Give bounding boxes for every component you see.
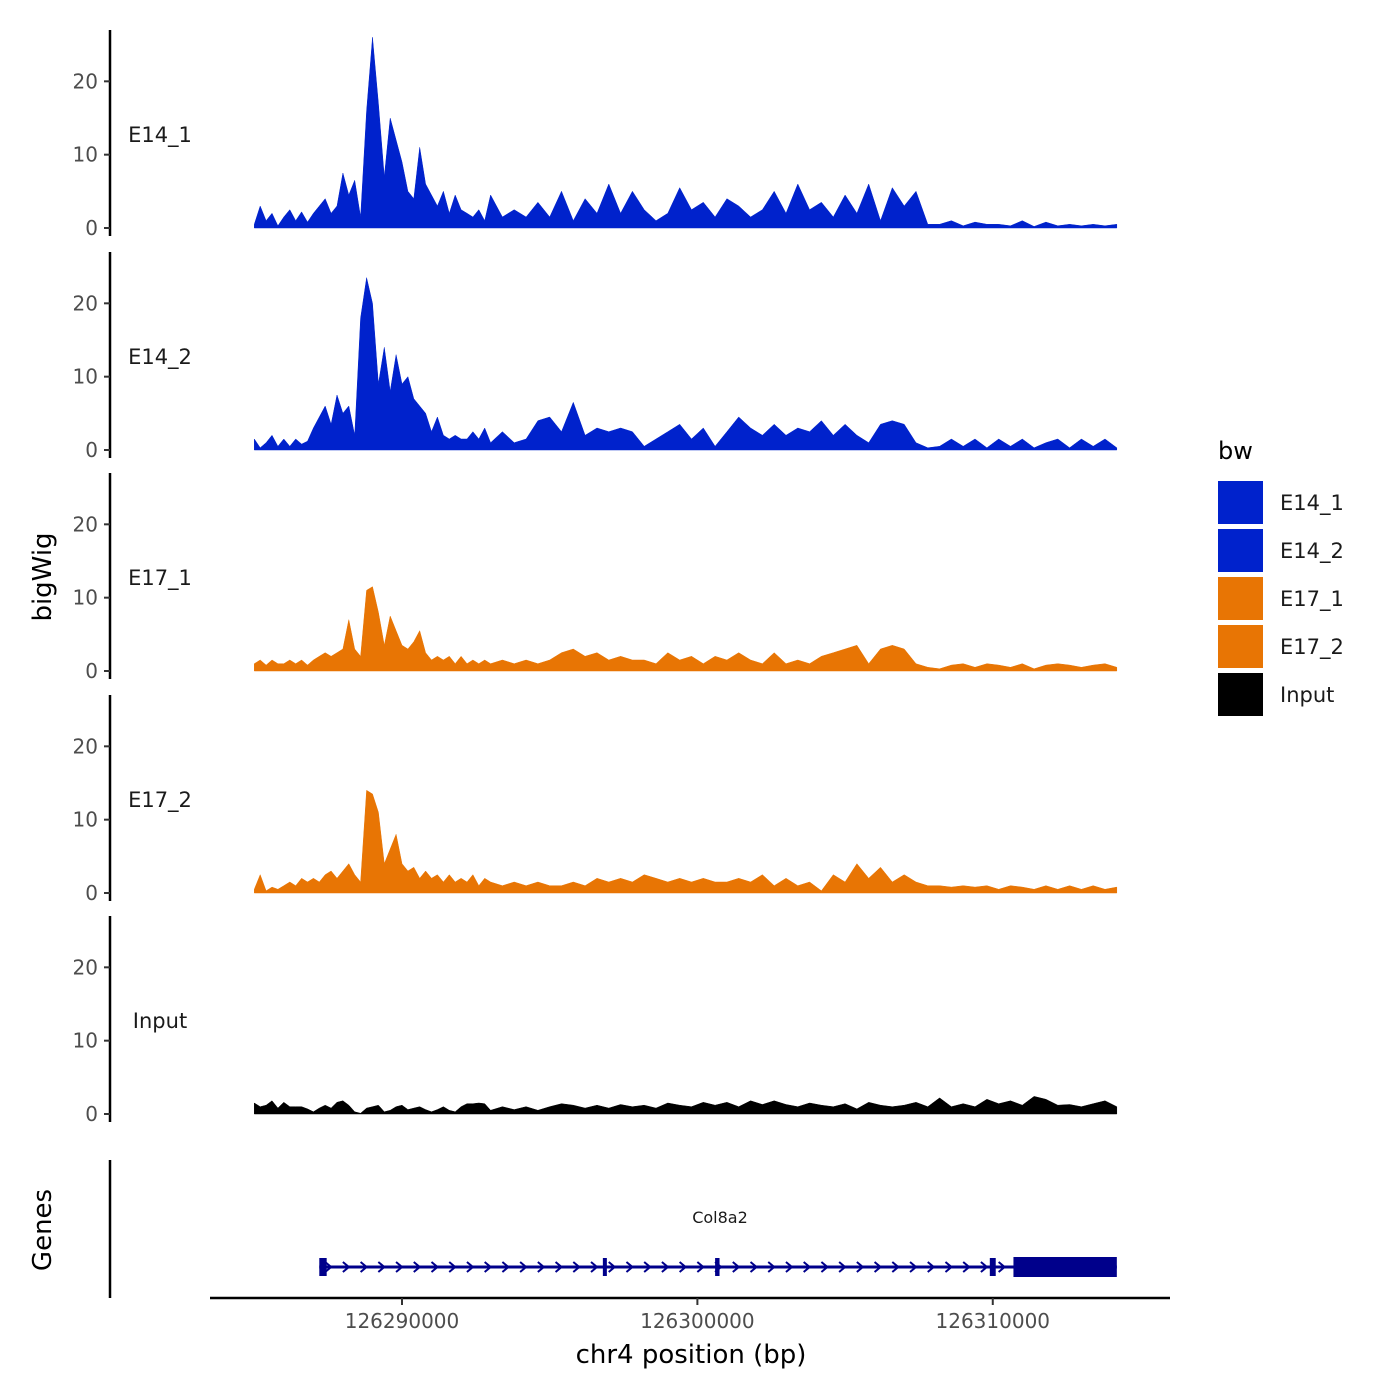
track-label: Input: [133, 1009, 187, 1033]
strand-arrow: [838, 1261, 847, 1273]
strand-arrow: [501, 1261, 510, 1273]
legend-key-Input: [1218, 673, 1263, 716]
strand-arrow: [732, 1261, 741, 1273]
gene-exon-block: [989, 1258, 996, 1276]
strand-arrow: [678, 1261, 688, 1273]
x-tick-label: 126290000: [345, 1309, 460, 1333]
track-E17_2: 0 10 20 E17_2: [73, 695, 1118, 905]
strand-arrow: [324, 1261, 333, 1273]
y-tick-label: 20: [73, 291, 98, 315]
strand-arrow: [980, 1261, 989, 1273]
strand-arrow: [448, 1261, 457, 1273]
genes-axis-title: Genes: [28, 1189, 58, 1271]
x-axis: 126290000 126300000 126310000: [210, 1296, 1170, 1333]
track-label: E14_1: [128, 123, 192, 148]
strand-arrow: [359, 1261, 369, 1273]
strand-arrow: [342, 1261, 351, 1273]
legend-label: E17_2: [1280, 635, 1344, 660]
track-label: E17_1: [128, 566, 192, 591]
y-tick-label: 20: [73, 955, 98, 979]
strand-arrow: [395, 1261, 404, 1273]
gene-name-label: Col8a2: [692, 1208, 748, 1227]
y-tick-label: 0: [85, 659, 98, 683]
strand-arrow: [803, 1261, 812, 1273]
strand-arrow: [643, 1261, 652, 1273]
strand-arrow: [820, 1261, 829, 1273]
track-Input: 0 10 20 Input: [73, 916, 1118, 1126]
y-tick-label: 0: [85, 1102, 98, 1126]
strand-arrow: [590, 1261, 599, 1273]
strand-arrow: [944, 1261, 954, 1273]
gene-exon-block: [602, 1258, 607, 1276]
y-tick-label: 10: [73, 586, 98, 610]
strand-arrow: [537, 1261, 546, 1273]
x-tick-label: 126300000: [640, 1309, 755, 1333]
track-E14_2: 0 10 20 E14_2: [73, 252, 1118, 462]
area-E17_2: [254, 789, 1118, 894]
gene-exon-block: [715, 1258, 720, 1276]
strand-arrow: [377, 1261, 386, 1273]
legend-label: E17_1: [1280, 587, 1344, 612]
strand-arrow: [572, 1261, 581, 1273]
legend-title: bw: [1218, 437, 1253, 465]
strand-arrow: [927, 1261, 936, 1273]
strand-arrow: [785, 1261, 794, 1273]
area-E14_2: [254, 277, 1118, 451]
y-tick-label: 20: [73, 734, 98, 758]
y-tick-label: 20: [73, 69, 98, 93]
y-tick-label: 10: [73, 1029, 98, 1053]
legend-key-E14_1: [1218, 481, 1263, 524]
track-label: E14_2: [128, 345, 192, 370]
strand-arrow: [873, 1261, 883, 1273]
y-tick-label: 10: [73, 808, 98, 832]
strand-arrow: [997, 1261, 1007, 1273]
area-E14_1: [254, 37, 1118, 229]
strand-arrow: [413, 1261, 422, 1273]
strand-arrow: [608, 1261, 617, 1273]
strand-arrow: [909, 1261, 918, 1273]
signal-tracks: 0 10 20 E14_1 0 10 20 E14_2 0 10 20 E17_1 0 10 20 E17_2…: [73, 30, 1118, 1126]
strand-arrow: [962, 1261, 971, 1273]
x-tick-label: 126310000: [936, 1309, 1051, 1333]
strand-arrow: [466, 1261, 475, 1273]
strand-arrow: [749, 1261, 759, 1273]
gene-exon-block: [319, 1258, 327, 1276]
track-E17_1: 0 10 20 E17_1: [73, 473, 1118, 683]
y-tick-label: 0: [85, 438, 98, 462]
strand-arrow: [767, 1261, 776, 1273]
legend-label: Input: [1280, 683, 1334, 707]
track-E14_1: 0 10 20 E14_1: [73, 30, 1118, 240]
legend: bw E14_1 E14_2 E17_1 E17_2 Input: [1218, 437, 1344, 716]
area-E17_1: [254, 586, 1118, 672]
strand-arrow: [519, 1261, 528, 1273]
strand-arrow: [430, 1261, 440, 1273]
legend-key-E14_2: [1218, 529, 1263, 572]
y-tick-label: 10: [73, 365, 98, 389]
strand-arrow: [891, 1261, 900, 1273]
track-label: E17_2: [128, 788, 192, 813]
y-tick-label: 10: [73, 143, 98, 167]
strand-arrow: [696, 1261, 705, 1273]
strand-arrow: [661, 1261, 670, 1273]
legend-key-E17_1: [1218, 577, 1263, 620]
y-axis-title: bigWig: [28, 532, 58, 621]
strand-arrow: [856, 1261, 865, 1273]
strand-arrow: [484, 1261, 493, 1273]
x-axis-title: chr4 position (bp): [576, 1340, 807, 1370]
legend-label: E14_1: [1280, 491, 1344, 516]
area-Input: [254, 1096, 1118, 1115]
strand-arrow: [554, 1261, 564, 1273]
strand-arrow: [625, 1261, 635, 1273]
y-tick-label: 0: [85, 881, 98, 905]
legend-key-E17_2: [1218, 625, 1263, 668]
legend-label: E14_2: [1280, 539, 1344, 564]
gene-track-panel: Col8a2: [108, 1160, 1117, 1298]
gene-cds-block: [1013, 1257, 1117, 1277]
y-tick-label: 0: [85, 216, 98, 240]
y-tick-label: 20: [73, 512, 98, 536]
